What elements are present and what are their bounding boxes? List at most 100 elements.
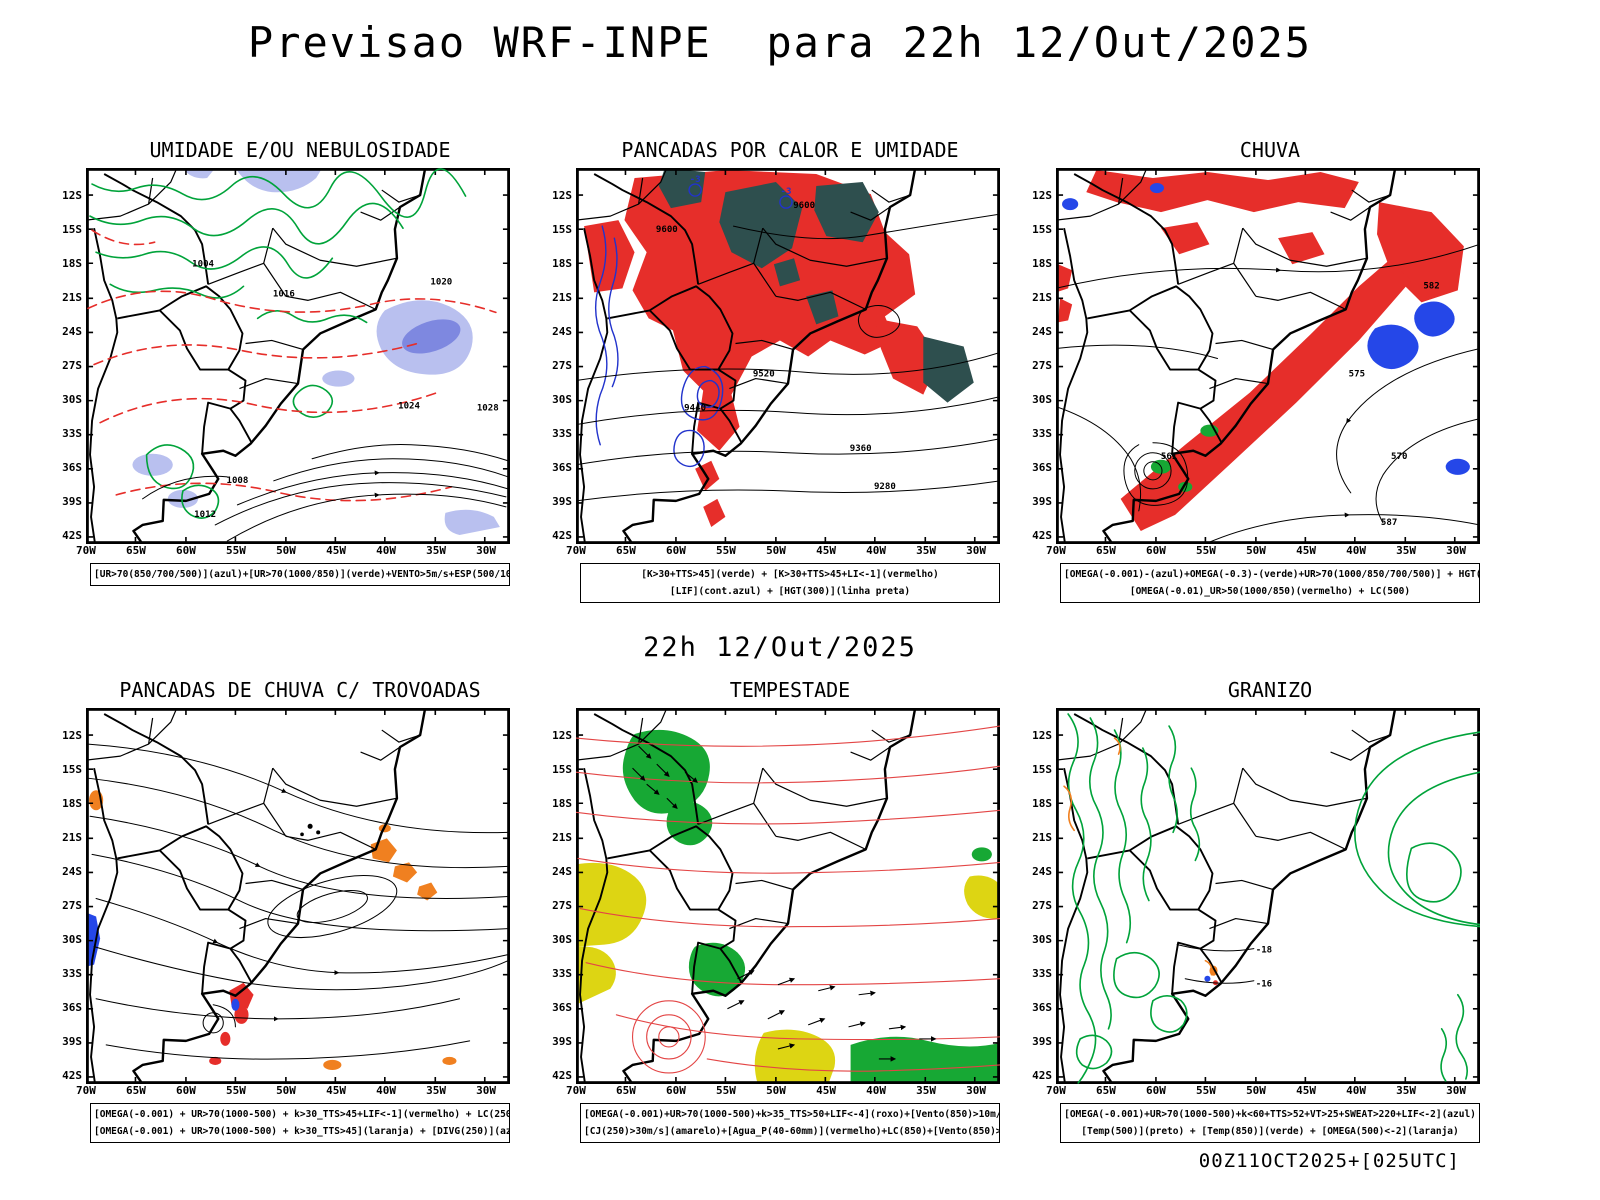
svg-text:1016: 1016 <box>273 289 295 299</box>
tick-label: 24S <box>1032 865 1052 878</box>
caption-line: [OMEGA(-0.001) + UR>70(1000-500) + k>30_… <box>94 1126 510 1138</box>
panel-chuva: CHUVA 12S 15S 18S 21S 24S 27S 30S 33S 36S 39S 42S <box>1020 138 1482 604</box>
map-granizo: -18 -16 <box>1056 708 1480 1084</box>
tick-label: 21S <box>552 291 572 304</box>
tick-label: 30S <box>1032 933 1052 946</box>
tick-label: 70W <box>76 544 96 557</box>
tick-label: 45W <box>326 1084 346 1097</box>
caption-umidade: [UR>70(850/700/500)](azul)+[UR>70(1000/8… <box>90 563 510 587</box>
tick-label: 30W <box>476 1084 496 1097</box>
tick-label: 39S <box>62 1035 82 1048</box>
caption-line: [OMEGA(-0.01)_UR>50(1000/850)(vermelho) … <box>1129 586 1411 598</box>
lat-axis: 12S 15S 18S 21S 24S 27S 30S 33S 36S 39S 42S <box>50 189 86 542</box>
instability-shading <box>584 168 974 527</box>
svg-text:561: 561 <box>1161 452 1178 462</box>
caption-trovoadas: [OMEGA(-0.001) + UR>70(1000-500) + k>30_… <box>90 1103 510 1144</box>
tick-label: 42S <box>1032 1069 1052 1082</box>
map-pancadas-calor: 9600 9600 9520 9440 9360 9280 -3 -3 <box>576 168 1000 544</box>
tick-label: 35W <box>916 1084 936 1097</box>
temp500-black-contours <box>1176 944 1255 984</box>
tick-label: 33S <box>62 427 82 440</box>
tick-label: 27S <box>62 899 82 912</box>
tick-label: 18S <box>1032 797 1052 810</box>
panel-pancadas-calor: PANCADAS POR CALOR E UMIDADE 12S 15S 18S 21… <box>540 138 1002 604</box>
hgt300-contours <box>576 213 1000 502</box>
tick-label: 70W <box>1046 544 1066 557</box>
tick-label: 12S <box>62 729 82 742</box>
panel-title-trovoadas: PANCADAS DE CHUVA C/ TROVOADAS <box>119 678 481 702</box>
tick-label: 33S <box>552 967 572 980</box>
caption-line: [OMEGA(-0.001)-(azul)+OMEGA(-0.3)-(verde… <box>1064 569 1480 580</box>
tick-label: 27S <box>1032 359 1052 372</box>
tick-label: 55W <box>1196 1084 1216 1097</box>
svg-text:582: 582 <box>1423 281 1439 291</box>
temp850-green-contours <box>1067 713 1480 1084</box>
tick-label: 36S <box>62 461 82 474</box>
tick-label: 60W <box>666 544 686 557</box>
caption-chuva: [OMEGA(-0.001)-(azul)+OMEGA(-0.3)-(verde… <box>1060 563 1480 604</box>
svg-text:9440: 9440 <box>684 404 706 414</box>
hgt500-contours <box>1056 243 1480 544</box>
lat-axis: 12S 15S 18S 21S 24S 27S 30S 33S 36S 39S 42S <box>50 729 86 1082</box>
tick-label: 33S <box>552 427 572 440</box>
svg-text:-3: -3 <box>690 175 701 185</box>
tick-label: 50W <box>276 1084 296 1097</box>
lon-axis: 70W 65W 60W 55W 50W 45W 40W 35W 30W <box>76 1084 496 1100</box>
tick-label: 12S <box>62 189 82 202</box>
green-rh-contours <box>89 168 467 519</box>
tick-label: 35W <box>1396 544 1416 557</box>
rain-shading <box>1056 170 1470 531</box>
tick-label: 40W <box>866 544 886 557</box>
svg-text:-18: -18 <box>1256 946 1272 956</box>
lc850-red-contours <box>576 725 1000 1074</box>
map-tempestade <box>576 708 1000 1084</box>
svg-text:-16: -16 <box>1256 980 1272 990</box>
tick-label: 30S <box>552 393 572 406</box>
tick-label: 18S <box>552 257 572 270</box>
tick-label: 65W <box>616 1084 636 1097</box>
svg-text:1012: 1012 <box>194 510 216 520</box>
tick-label: 33S <box>1032 967 1052 980</box>
caption-line: [Temp(500)](preto) + [Temp(850)](verde) … <box>1081 1126 1459 1138</box>
tick-label: 42S <box>62 529 82 542</box>
caption-line: [K>30+TTS>45](verde) + [K>30+TTS>45+LI<-… <box>641 569 939 580</box>
lat-axis: 12S 15S 18S 21S 24S 27S 30S 33S 36S 39S 42S <box>540 189 576 542</box>
humidity-shading <box>132 168 500 535</box>
tick-label: 70W <box>566 1084 586 1097</box>
tick-label: 21S <box>1032 291 1052 304</box>
tick-label: 35W <box>1396 1084 1416 1097</box>
tick-label: 45W <box>1296 1084 1316 1097</box>
tick-label: 30W <box>966 544 986 557</box>
svg-text:9360: 9360 <box>850 444 872 454</box>
tick-label: 36S <box>1032 461 1052 474</box>
tick-label: 55W <box>226 1084 246 1097</box>
tick-label: 18S <box>552 797 572 810</box>
svg-text:9280: 9280 <box>874 482 896 492</box>
tick-label: 21S <box>1032 831 1052 844</box>
model-run-label: 00Z11OCT2025+[025UTC] <box>1198 1150 1460 1172</box>
tick-label: 65W <box>1096 544 1116 557</box>
contour-labels: -18 -16 <box>1256 946 1272 990</box>
tick-label: 55W <box>716 1084 736 1097</box>
tick-label: 40W <box>376 544 396 557</box>
contour-labels: 9600 9600 9520 9440 9360 9280 -3 -3 <box>656 175 896 492</box>
tick-label: 24S <box>552 865 572 878</box>
tick-label: 36S <box>552 1001 572 1014</box>
tick-label: 39S <box>552 1035 572 1048</box>
svg-text:1020: 1020 <box>430 277 452 287</box>
tick-label: 12S <box>552 189 572 202</box>
caption-tempestade: [OMEGA(-0.001)+UR>70(1000-500)+k>35_TTS>… <box>580 1103 1000 1144</box>
tick-label: 24S <box>62 325 82 338</box>
tick-label: 12S <box>552 729 572 742</box>
tick-label: 45W <box>816 1084 836 1097</box>
svg-text:570: 570 <box>1391 452 1407 462</box>
basemap <box>86 708 510 1084</box>
panel-title-umidade: UMIDADE E/OU NEBULOSIDADE <box>149 138 451 162</box>
panel-granizo: GRANIZO 12S 15S 18S 21S 24S 27S 30S 33S 36S 39S 42… <box>1020 678 1482 1144</box>
tick-label: 35W <box>426 544 446 557</box>
valid-time-label: 22h 12/Out/2025 <box>643 632 917 663</box>
tick-label: 24S <box>62 865 82 878</box>
panel-title-pancadas-calor: PANCADAS POR CALOR E UMIDADE <box>621 138 959 162</box>
tick-label: 55W <box>716 544 736 557</box>
svg-text:1008: 1008 <box>226 476 248 486</box>
